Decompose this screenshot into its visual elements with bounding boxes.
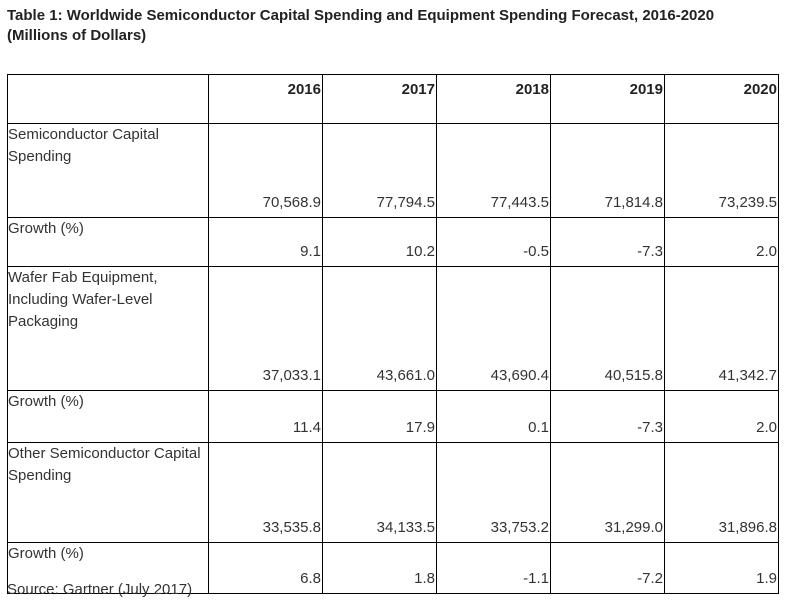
table-row: Growth (%) 6.8 1.8 -1.1 -7.2 1.9 [7,542,779,594]
header-year-2016: 2016 [208,74,323,124]
table-row: Semiconductor Capital Spending 70,568.9 … [7,123,779,218]
table-cell: 1.9 [664,542,779,594]
row-label: Growth (%) [7,217,209,267]
row-label: Other Semiconductor Capital Spending [7,442,209,543]
header-year-2018: 2018 [436,74,551,124]
table-title-line2: (Millions of Dollars) [7,27,147,44]
table-cell: 11.4 [208,390,323,443]
row-label: Growth (%) [7,390,209,443]
table-row: Other Semiconductor Capital Spending 33,… [7,442,779,543]
table-cell: 40,515.8 [550,266,665,391]
row-label: Growth (%) [7,542,209,594]
table-cell: 33,535.8 [208,442,323,543]
table-cell: 33,753.2 [436,442,551,543]
table-cell: 34,133.5 [322,442,437,543]
source-note: Source: Gartner (July 2017) [7,581,193,598]
table-cell: 0.1 [436,390,551,443]
table-cell: 73,239.5 [664,123,779,218]
table-cell: 37,033.1 [208,266,323,391]
table-cell: 2.0 [664,390,779,443]
table-cell: 31,896.8 [664,442,779,543]
table-cell: 43,661.0 [322,266,437,391]
header-year-2019: 2019 [550,74,665,124]
row-label: Wafer Fab Equipment, Including Wafer-Lev… [7,266,209,391]
header-year-2020: 2020 [664,74,779,124]
row-label: Semiconductor Capital Spending [7,123,209,218]
table-cell: 6.8 [208,542,323,594]
table-cell: -1.1 [436,542,551,594]
table-row: Growth (%) 11.4 17.9 0.1 -7.3 2.0 [7,390,779,443]
header-year-2017: 2017 [322,74,437,124]
table-cell: 70,568.9 [208,123,323,218]
forecast-table: 2016 2017 2018 2019 2020 Semiconductor C… [7,74,779,594]
table-cell: -7.3 [550,217,665,267]
table-cell: -7.3 [550,390,665,443]
table-title-line1: Table 1: Worldwide Semiconductor Capital… [7,7,715,24]
header-empty-cell [7,74,209,124]
table-header-row: 2016 2017 2018 2019 2020 [7,74,779,124]
table-cell: 17.9 [322,390,437,443]
table-title: Table 1: Worldwide Semiconductor Capital… [7,6,799,46]
table-cell: -7.2 [550,542,665,594]
table-cell: 77,443.5 [436,123,551,218]
table-cell: 71,814.8 [550,123,665,218]
table-row: Growth (%) 9.1 10.2 -0.5 -7.3 2.0 [7,217,779,267]
table-cell: -0.5 [436,217,551,267]
table-cell: 31,299.0 [550,442,665,543]
table-cell: 41,342.7 [664,266,779,391]
table-cell: 2.0 [664,217,779,267]
table-row: Wafer Fab Equipment, Including Wafer-Lev… [7,266,779,391]
table-cell: 1.8 [322,542,437,594]
table-cell: 43,690.4 [436,266,551,391]
table-cell: 10.2 [322,217,437,267]
table-cell: 77,794.5 [322,123,437,218]
table-cell: 9.1 [208,217,323,267]
